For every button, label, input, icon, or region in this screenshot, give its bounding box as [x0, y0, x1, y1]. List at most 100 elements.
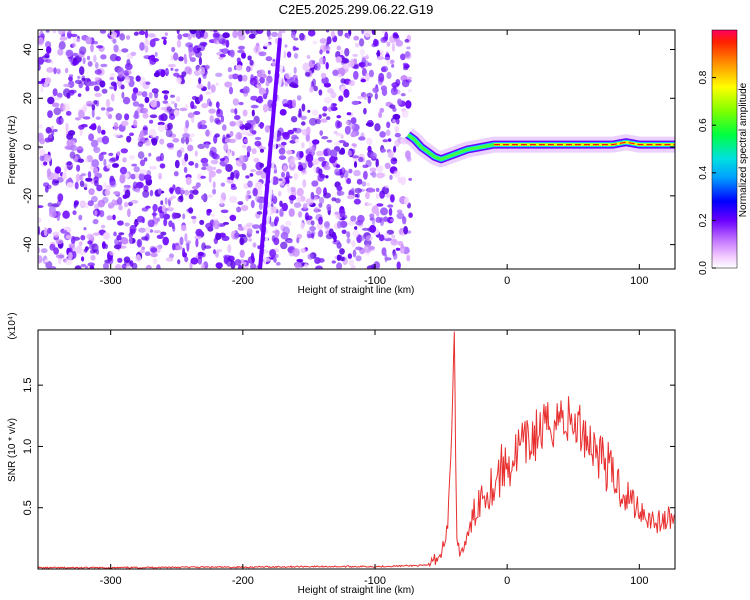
noise-blob	[78, 124, 85, 130]
noise-blob	[206, 210, 211, 216]
snr-y-ticks: 0.5 1.0 1.5	[22, 378, 675, 515]
noise-blob	[391, 43, 395, 52]
noise-blob	[159, 138, 165, 145]
noise-blob	[352, 249, 357, 258]
noise-blob	[252, 187, 258, 197]
noise-blob	[249, 173, 254, 177]
noise-blob	[194, 235, 202, 240]
noise-blob	[79, 250, 86, 256]
noise-blob	[65, 110, 72, 116]
noise-blob	[199, 219, 205, 225]
noise-blob	[87, 171, 92, 179]
noise-blob	[382, 139, 389, 143]
noise-blob	[62, 172, 67, 180]
noise-blob	[232, 98, 240, 106]
noise-blob	[376, 56, 385, 61]
noise-blob	[104, 243, 109, 250]
noise-blob	[322, 113, 327, 117]
noise-blob	[159, 210, 165, 219]
noise-blob	[106, 163, 111, 169]
noise-blob	[99, 30, 107, 34]
noise-blob	[389, 174, 393, 180]
noise-blob	[336, 45, 341, 51]
noise-blob	[190, 257, 199, 265]
noise-blob	[275, 261, 281, 266]
noise-blob	[330, 102, 336, 112]
noise-blob	[392, 34, 400, 39]
noise-blob	[56, 68, 61, 75]
noise-blob	[391, 64, 395, 68]
noise-blob	[185, 42, 194, 48]
noise-blob	[293, 172, 299, 180]
noise-blob	[188, 161, 195, 166]
noise-blob	[123, 184, 131, 189]
noise-blob	[182, 213, 186, 220]
noise-blob	[157, 217, 161, 222]
noise-blob	[222, 124, 227, 131]
noise-blob	[125, 263, 131, 269]
noise-blob	[238, 34, 246, 41]
noise-blob	[221, 48, 230, 54]
noise-blob	[222, 221, 230, 225]
noise-blob	[250, 95, 258, 101]
noise-blob	[390, 194, 395, 203]
noise-blob	[185, 136, 190, 145]
noise-blob	[368, 69, 374, 78]
noise-blob	[380, 207, 388, 216]
noise-blob	[282, 103, 290, 108]
noise-blob	[299, 151, 304, 158]
noise-blob	[53, 129, 58, 132]
noise-blob	[185, 176, 192, 186]
noise-blob	[260, 148, 264, 153]
noise-blob	[85, 158, 89, 163]
noise-blob	[158, 114, 164, 121]
noise-blob	[273, 237, 280, 246]
noise-blob	[129, 155, 136, 160]
noise-blob	[200, 157, 209, 164]
noise-blob	[367, 187, 375, 194]
noise-blob	[213, 249, 216, 255]
noise-blob	[78, 214, 83, 221]
noise-blob	[348, 259, 354, 267]
noise-blob	[250, 169, 256, 173]
noise-blob	[350, 264, 356, 269]
noise-blob	[162, 100, 169, 104]
noise-blob	[48, 134, 53, 139]
noise-blob	[85, 36, 92, 45]
noise-blob	[358, 156, 364, 163]
noise-blob	[131, 262, 138, 269]
noise-blob	[318, 202, 323, 208]
noise-blob	[66, 31, 72, 39]
noise-blob	[351, 148, 356, 155]
noise-blob	[240, 205, 249, 212]
noise-blob	[386, 60, 391, 66]
noise-blob	[300, 195, 306, 202]
noise-blob	[201, 166, 207, 171]
noise-blob	[130, 199, 139, 204]
noise-blob	[149, 165, 157, 170]
noise-blob	[274, 218, 278, 227]
noise-blob	[105, 98, 111, 108]
noise-blob	[93, 40, 99, 45]
noise-blob	[336, 185, 343, 192]
noise-blob	[45, 126, 52, 134]
noise-blob	[363, 107, 367, 115]
noise-blob	[298, 161, 302, 166]
noise-blob	[176, 77, 182, 84]
colorbar-tick-label: 0.6	[698, 118, 709, 132]
noise-blob	[159, 163, 166, 169]
noise-blob	[205, 91, 212, 95]
noise-blob	[120, 237, 129, 245]
noise-blob	[406, 46, 411, 50]
noise-blob	[59, 36, 68, 41]
noise-blob	[246, 145, 252, 153]
noise-blob	[56, 254, 60, 258]
noise-blob	[241, 52, 246, 59]
noise-blob	[301, 121, 306, 126]
noise-blob	[158, 172, 163, 179]
noise-blob	[207, 81, 211, 90]
noise-blob	[132, 119, 138, 128]
noise-blob	[403, 225, 408, 235]
noise-blob	[166, 106, 172, 112]
noise-blob	[135, 187, 141, 193]
